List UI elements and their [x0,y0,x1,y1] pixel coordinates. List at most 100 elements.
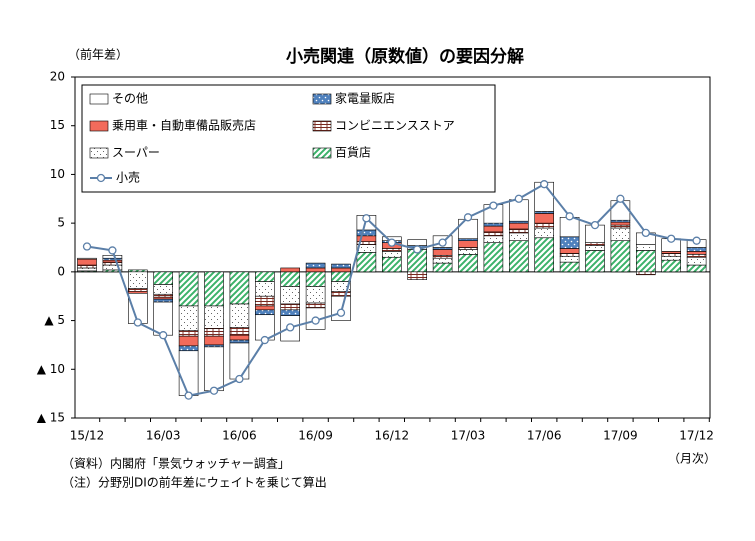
line-marker [133,318,142,327]
bar-segment [178,330,199,337]
line-marker [514,194,523,203]
y-tick-label: ▲ 10 [37,362,65,376]
bar-segment [255,295,275,307]
line-marker [387,238,396,247]
line-marker [184,391,193,400]
bar-segment [331,263,351,269]
legend-marker [96,173,106,183]
bar-segment [255,305,275,311]
bar-segment [483,222,504,227]
legend-label: スーパー [112,146,160,160]
y-tick-label: 5 [57,216,65,230]
y-tick-label: 20 [50,70,65,84]
line-marker [108,246,117,255]
y-tick-label: 10 [50,167,65,181]
bar-segment [77,264,97,269]
bar-segment [686,254,707,258]
bar-segment [229,334,250,341]
bar-segment [610,227,631,241]
bar-segment [508,199,529,222]
bar-segment [229,327,250,336]
bar-segment [508,240,529,273]
bar-segment [534,222,555,229]
x-tick-label: 16/06 [222,429,257,443]
bar-segment [432,257,453,264]
legend-swatch [312,120,332,132]
legend-label: コンビニエンスストア [335,119,455,133]
y-tick-label: ▲ 5 [44,313,65,327]
x-tick-label: 16/09 [298,429,333,443]
bar-segment [432,249,453,256]
bar-segment [204,271,224,307]
y-axis-label: （前年差） [68,47,128,62]
bar-segment [305,302,326,309]
legend-box [81,84,496,193]
bar-segment [280,303,301,311]
bar-segment [534,237,555,273]
bar-segment [686,264,707,273]
line-marker [590,220,600,230]
line-marker [540,180,549,189]
bar-segment [153,271,173,285]
bar-segment [331,267,351,273]
bar-segment [458,249,478,255]
bar-segment [128,271,148,289]
x-tick-label: 17/03 [451,429,486,443]
bar-segment [381,251,402,258]
bar-segment [483,231,504,237]
bar-segment [153,298,173,303]
bar-segment [77,258,97,266]
legend-label: 乗用車・自動車備品販売店 [112,118,256,133]
bar-segment [458,218,478,240]
bar-segment [204,335,224,346]
footnote: （注）分野別DIの前年差にウェイトを乗じて算出 [62,475,327,490]
line-marker [209,386,219,395]
bar-segment [77,257,97,260]
y-tick-label: 15 [50,118,65,132]
line-marker [667,234,676,243]
bar-segment [255,281,275,297]
bar-segment [635,271,656,276]
bar-segment [331,291,351,297]
legend-label: 家電量販店 [335,91,395,106]
legend-swatch [312,93,332,105]
y-tick-label: ▲ 15 [37,411,65,425]
bar-segment [458,254,478,273]
bar-segment [508,232,529,241]
line-marker [641,228,650,238]
bar-segment [178,271,199,307]
bar-segment [178,335,199,347]
bar-segment [534,227,555,239]
bar-segment [610,240,631,273]
bar-segment [585,250,605,273]
line-marker [438,238,447,247]
bar-segment [432,262,453,273]
bar-segment [178,305,199,331]
bar-segment [534,213,555,224]
line-marker [286,323,295,332]
y-tick-label: 0 [57,264,65,278]
bar-segment [483,242,504,273]
bar-segment [305,271,326,287]
bar-segment [305,286,326,304]
bar-segment [661,253,682,257]
bar-segment [686,247,707,252]
line-marker [311,316,320,325]
bar-segment [229,339,250,344]
bar-segment [204,328,224,337]
bar-segment [661,259,682,273]
bar-segment [229,342,250,380]
bar-segment [331,271,351,282]
bar-segment [381,248,402,252]
bar-segment [686,251,707,255]
bar-segment [407,271,428,280]
bar-segment [585,245,605,251]
line-marker [565,212,574,221]
bar-segment [407,239,428,246]
line-marker [159,331,168,340]
legend-swatch [89,147,109,159]
x-tick-label: 16/12 [375,429,410,443]
bar-segment [280,267,301,273]
plot-frame [74,76,711,419]
line-marker [260,335,269,345]
